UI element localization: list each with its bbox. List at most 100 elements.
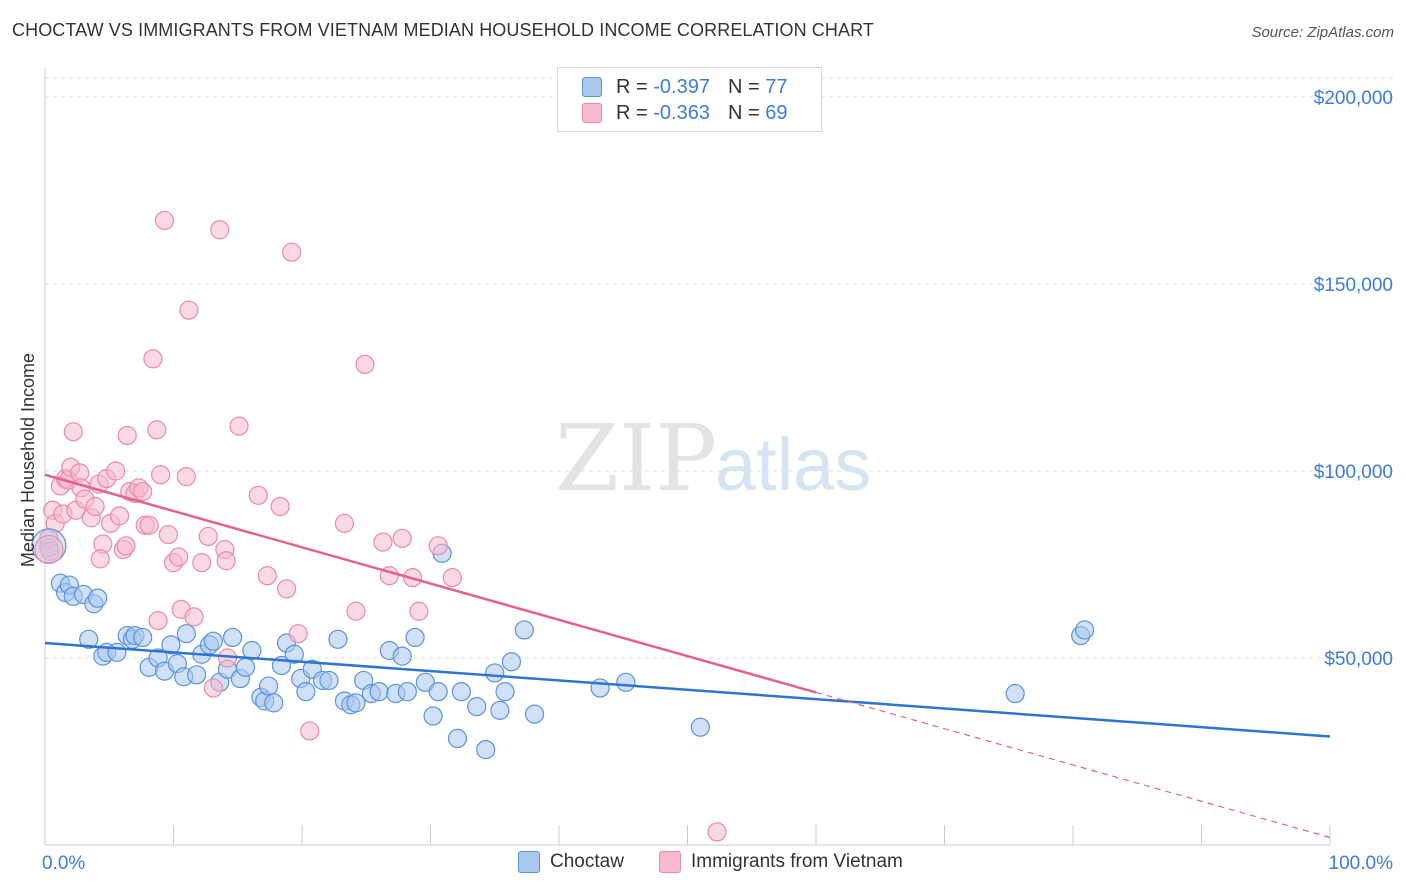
vietnam-point [198, 526, 218, 547]
gridlines [45, 77, 1395, 659]
choctaw-point [423, 706, 443, 726]
vietnam-legend-label: Immigrants from Vietnam [691, 851, 903, 872]
vietnam-point [40, 541, 60, 562]
choctaw-point [203, 631, 223, 651]
choctaw-point [451, 682, 471, 702]
vietnam-point [151, 465, 171, 485]
chart-title: CHOCTAW VS IMMIGRANTS FROM VIETNAM MEDIA… [12, 20, 874, 40]
choctaw-trend-line [44, 641, 1331, 738]
choctaw-point [284, 644, 304, 664]
choctaw-point [258, 676, 279, 696]
vietnam-point [409, 601, 429, 621]
choctaw-point [467, 697, 487, 717]
vietnam-point [147, 420, 167, 440]
vietnam-point [229, 416, 249, 436]
choctaw-point [405, 627, 425, 648]
vietnam-trend-line [44, 473, 817, 694]
choctaw-point [176, 624, 196, 644]
trend-lines [44, 473, 1331, 839]
choctaw-point [346, 693, 366, 713]
y-tick-label: $150,000 [1314, 275, 1393, 296]
choctaw-point [476, 740, 496, 760]
vietnam-swatch [582, 103, 602, 123]
bottom-legend-choctaw[interactable]: Choctaw [518, 851, 624, 873]
x-tick-label: 0.0% [42, 853, 85, 874]
vietnam-point [373, 532, 393, 552]
vietnam-point [346, 601, 366, 621]
choctaw-point [514, 620, 534, 640]
y-tick-label: $50,000 [1324, 649, 1393, 670]
correlation-legend: R = -0.397 N = 77 R = -0.363 N = 69 [557, 67, 822, 132]
vietnam-point [169, 547, 189, 567]
legend-r-value: -0.363 [653, 101, 710, 124]
legend-n-label: N = [727, 101, 760, 124]
choctaw-point [328, 629, 348, 649]
vietnam-point [176, 467, 196, 487]
legend-row-choctaw: R = -0.397 N = 77 [582, 75, 787, 99]
watermark: ZIP atlas [555, 405, 871, 512]
choctaw-point [590, 678, 610, 698]
watermark-atlas: atlas [715, 423, 871, 506]
choctaw-point [264, 693, 284, 713]
vietnam-point [707, 822, 727, 842]
data-points [31, 210, 1095, 842]
vietnam-point [179, 300, 199, 320]
vietnam-point [288, 624, 308, 644]
vietnam-point [63, 422, 83, 442]
choctaw-point [161, 635, 181, 655]
vietnam-point [442, 567, 462, 588]
choctaw-point [133, 627, 153, 648]
legend-n-value: 77 [765, 75, 788, 98]
vietnam-point [270, 496, 290, 517]
vietnam-point [203, 678, 223, 698]
choctaw-point [79, 629, 99, 649]
choctaw-point [187, 665, 207, 685]
vietnam-point [257, 566, 277, 586]
vietnam-point [392, 528, 412, 548]
choctaw-point [616, 672, 636, 692]
choctaw-point [501, 652, 522, 672]
y-tick-label: $100,000 [1314, 462, 1393, 483]
vietnam-point [300, 721, 320, 741]
legend-n-value: 69 [765, 101, 788, 124]
y-axis-title: Median Household Income [18, 353, 38, 567]
vietnam-point [276, 579, 297, 599]
choctaw-point [31, 528, 67, 564]
x-tick-label: 100.0% [1329, 853, 1394, 874]
choctaw-point [1005, 683, 1025, 704]
vietnam-point [34, 534, 64, 565]
vietnam-point [355, 354, 375, 375]
choctaw-point [235, 657, 256, 677]
vietnam-point [139, 515, 159, 535]
legend-r-label: R = [616, 75, 648, 98]
vietnam-point [154, 210, 175, 231]
vietnam-point [248, 485, 268, 505]
choctaw-point [447, 728, 468, 749]
choctaw-legend-label: Choctaw [550, 851, 624, 872]
vietnam-point [192, 553, 212, 573]
bottom-legend-vietnam[interactable]: Immigrants from Vietnam [659, 851, 903, 873]
legend-r-value: -0.397 [653, 75, 710, 98]
vietnam-point [148, 610, 168, 631]
watermark-zip: ZIP [555, 405, 717, 512]
choctaw-point [495, 682, 515, 702]
vietnam-point [428, 536, 448, 556]
vietnam-trend-line-extension [815, 691, 1331, 839]
choctaw-point [392, 646, 412, 666]
vietnam-point [184, 607, 204, 627]
choctaw-point [88, 588, 108, 608]
legend-n-label: N = [727, 75, 760, 98]
vietnam-point [143, 349, 163, 369]
legend-r-label: R = [616, 101, 648, 124]
vietnam-point [216, 551, 236, 571]
choctaw-swatch [582, 77, 602, 97]
legend-row-vietnam: R = -0.363 N = 69 [582, 101, 787, 125]
choctaw-legend-swatch [518, 851, 540, 873]
vietnam-point [158, 524, 178, 545]
choctaw-point [490, 700, 510, 720]
choctaw-point [428, 682, 448, 702]
y-tick-label: $200,000 [1314, 88, 1393, 109]
choctaw-point [397, 682, 417, 702]
choctaw-point [242, 640, 262, 661]
